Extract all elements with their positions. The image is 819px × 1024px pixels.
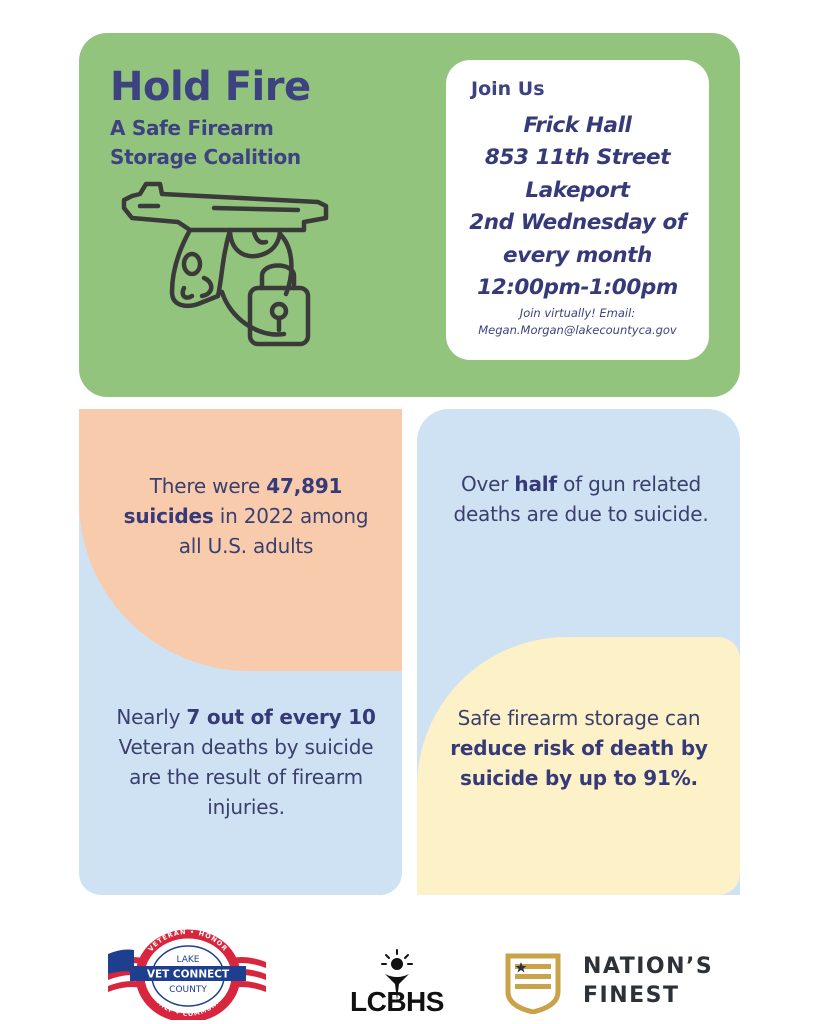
- stats-panel-left: [79, 409, 402, 895]
- nations-finest-logo-text: NATION’S FINEST: [583, 954, 714, 1008]
- meeting-city: Lakeport: [525, 177, 630, 203]
- join-card: [446, 60, 709, 360]
- virtual-join-info: Join virtually! Email: Megan.Morgan@lake…: [446, 305, 709, 339]
- vet-connect-logo: VETERAN • HONOR FAMILY • COMMUNITY LAKE …: [108, 928, 266, 1020]
- lcbhs-logo-figure: [381, 949, 413, 1000]
- stat-risk-reduction: Safe firearm storage can reduce risk of …: [450, 706, 708, 790]
- stat-veteran-deaths: Nearly 7 out of every 10 Veteran deaths …: [116, 705, 376, 819]
- contact-email[interactable]: Megan.Morgan@lakecountyca.gov: [478, 323, 677, 337]
- meeting-day-2: every month: [503, 242, 652, 268]
- page-title: Hold Fire: [110, 64, 311, 110]
- stat-half-gun-deaths: Over half of gun related deaths are due …: [453, 472, 709, 526]
- locked-handgun-icon: [121, 181, 329, 347]
- page-subtitle: A Safe Firearm Storage Coalition: [110, 116, 301, 169]
- svg-text:COUNTY: COUNTY: [169, 985, 207, 995]
- stats-panel-right: [417, 409, 740, 895]
- lcbhs-logo-text: LCBHS: [350, 986, 444, 1017]
- join-heading: Join Us: [471, 78, 545, 100]
- nations-finest-shield-icon: [505, 953, 561, 1014]
- stat-suicides-2022: There were 47,891 suicides in 2022 among…: [123, 474, 369, 558]
- meeting-venue: Frick Hall: [523, 113, 632, 138]
- svg-text:VET CONNECT: VET CONNECT: [147, 969, 230, 981]
- meeting-time: 12:00pm-1:00pm: [477, 275, 678, 301]
- cream-shape: [417, 637, 740, 895]
- meeting-details: Frick Hall 853 11th Street Lakeport 2nd …: [446, 110, 709, 304]
- meeting-street: 853 11th Street: [484, 145, 671, 171]
- svg-text:LAKE: LAKE: [177, 955, 200, 965]
- meeting-day-1: 2nd Wednesday of: [469, 210, 686, 236]
- virtual-label: Join virtually! Email:: [519, 306, 636, 320]
